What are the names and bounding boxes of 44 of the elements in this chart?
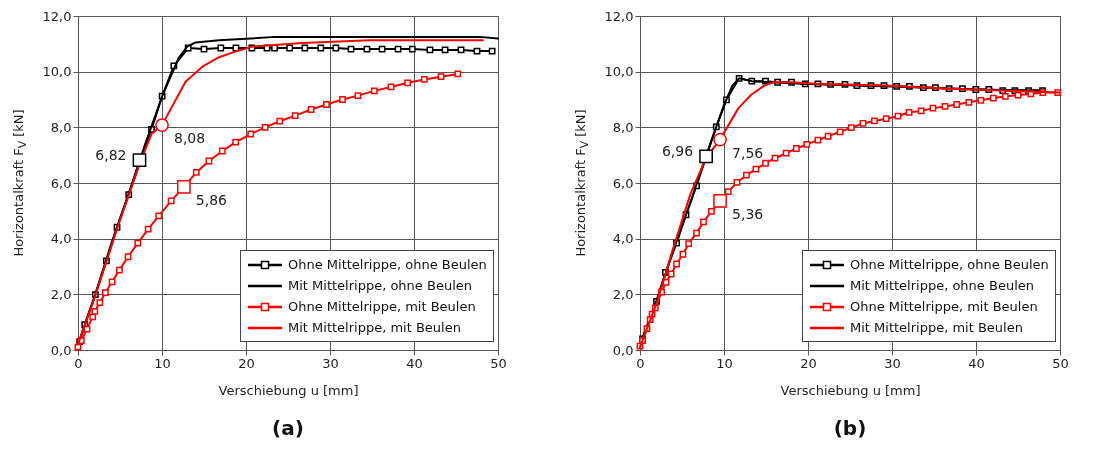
y-tick-label: 2,0 <box>50 286 72 302</box>
x-axis-title: Verschiebung u [mm] <box>218 382 359 398</box>
x-axis-title: Verschiebung u [mm] <box>780 382 921 398</box>
y-tick-label: 12,0 <box>42 8 72 24</box>
x-tick-label: 20 <box>238 355 255 371</box>
x-tick-label: 10 <box>154 355 171 371</box>
x-tick-label: 30 <box>322 355 339 371</box>
x-tick-label: 0 <box>74 355 83 371</box>
y-tick-label: 10,0 <box>42 64 72 80</box>
legend-label: Mit Mittelrippe, ohne Beulen <box>850 278 1034 293</box>
x-tick-label: 10 <box>716 355 733 371</box>
y-tick-label: 8,0 <box>50 119 72 135</box>
x-tick-label: 30 <box>884 355 901 371</box>
x-tick-label: 40 <box>406 355 423 371</box>
y-tick-label: 0,0 <box>612 342 634 358</box>
legend-label: Ohne Mittelrippe, mit Beulen <box>850 299 1038 314</box>
y-tick-label: 6,0 <box>612 175 634 191</box>
legend-label: Ohne Mittelrippe, ohne Beulen <box>850 257 1049 272</box>
data-label: 6,82 <box>95 147 127 164</box>
y-tick-label: 0,0 <box>50 342 72 358</box>
legend-label: Mit Mittelrippe, mit Beulen <box>288 320 461 335</box>
text: (b) <box>833 416 867 440</box>
y-tick-label: 6,0 <box>50 175 72 191</box>
data-label: 5,36 <box>732 205 764 222</box>
x-tick-label: 20 <box>800 355 817 371</box>
y-tick-label: 2,0 <box>612 286 634 302</box>
data-label: 6,96 <box>661 143 694 160</box>
legend-label: Mit Mittelrippe, mit Beulen <box>850 320 1023 335</box>
legend-label: Ohne Mittelrippe, ohne Beulen <box>288 257 487 272</box>
data-label: 8,08 <box>174 130 206 147</box>
y-tick-label: 4,0 <box>612 231 634 247</box>
x-tick-label: 50 <box>1052 355 1069 371</box>
x-tick-label: 0 <box>636 355 645 371</box>
legend-label: Ohne Mittelrippe, mit Beulen <box>288 299 476 314</box>
x-tick-label: 50 <box>490 355 507 371</box>
data-label: 7,56 <box>732 144 764 161</box>
y-tick-label: 10,0 <box>604 64 634 80</box>
data-label: 5,86 <box>195 191 228 208</box>
text: (a) <box>272 416 304 440</box>
x-tick-label: 40 <box>968 355 985 371</box>
y-tick-label: 4,0 <box>50 231 72 247</box>
y-tick-label: 8,0 <box>612 119 634 135</box>
y-tick-label: 12,0 <box>604 8 634 24</box>
legend-label: Mit Mittelrippe, ohne Beulen <box>288 278 472 293</box>
